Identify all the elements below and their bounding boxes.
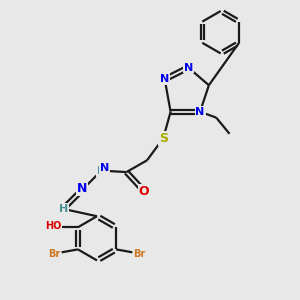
Text: N: N <box>100 163 109 173</box>
Text: H: H <box>97 166 106 176</box>
Text: S: S <box>159 132 168 145</box>
Text: Br: Br <box>134 249 146 259</box>
Text: N: N <box>195 107 205 117</box>
Text: N: N <box>184 63 193 73</box>
Text: N: N <box>76 182 87 195</box>
Text: HO: HO <box>45 221 61 231</box>
Text: Br: Br <box>48 249 60 259</box>
Text: N: N <box>160 74 169 84</box>
Text: H: H <box>58 204 68 214</box>
Text: O: O <box>139 185 149 198</box>
